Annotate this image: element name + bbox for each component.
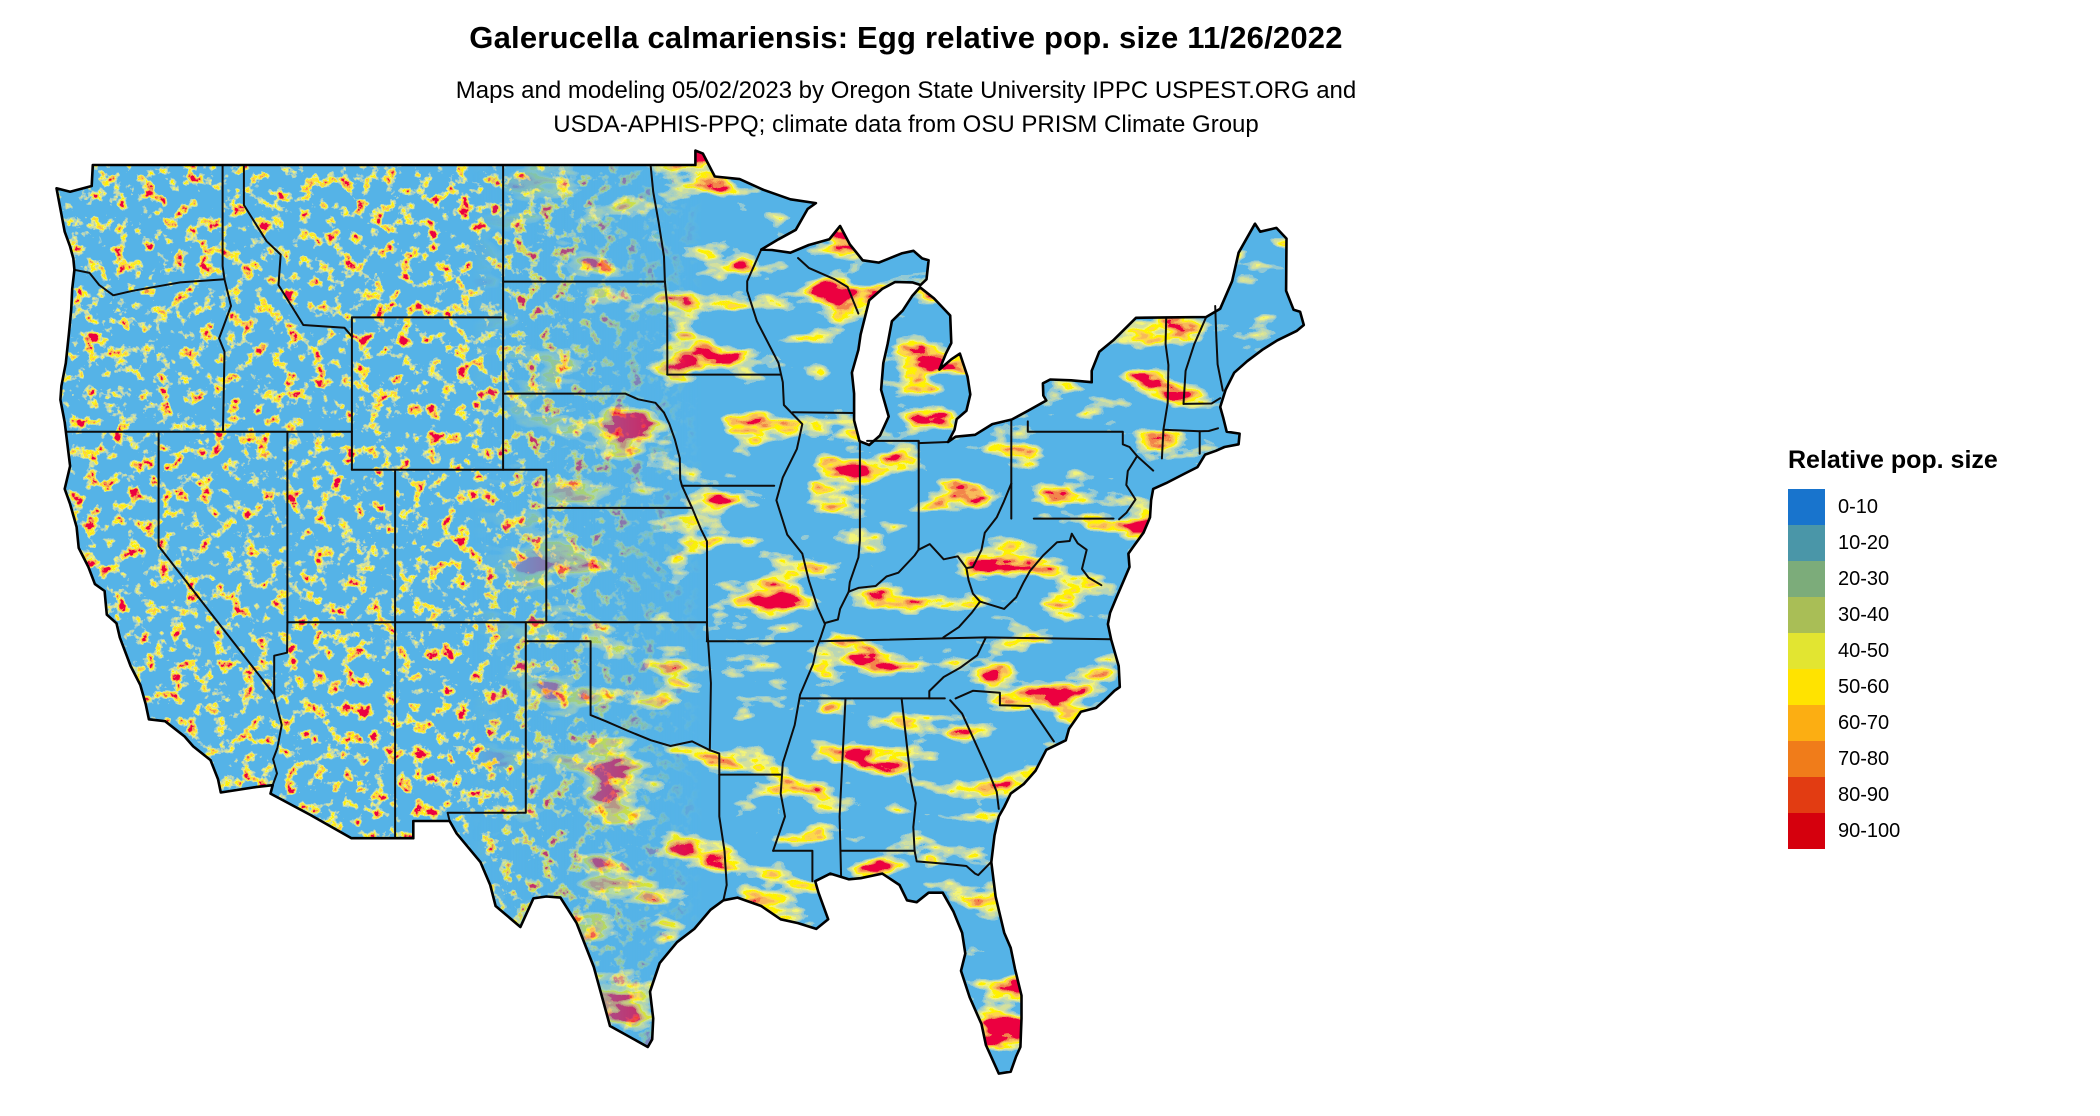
state-border-line: [954, 689, 1055, 743]
page-title: Galerucella calmariensis: Egg relative p…: [469, 20, 1343, 55]
legend-item: 80-90: [1788, 777, 1998, 813]
state-border-line: [1160, 316, 1170, 460]
legend-label: 20-30: [1838, 567, 1890, 590]
state-border-line: [1182, 397, 1222, 405]
legend-item: 70-80: [1788, 741, 1998, 777]
state-border-line: [708, 749, 728, 902]
state-border-line: [502, 392, 665, 414]
legend-item: 30-40: [1788, 597, 1998, 633]
state-border-line: [942, 532, 1073, 639]
state-border-line: [746, 248, 826, 852]
state-border-line: [1162, 427, 1219, 433]
legend-swatch: [1788, 597, 1825, 633]
legend-swatch: [1788, 777, 1825, 813]
state-border-line: [824, 482, 1013, 624]
subtitle-line-1: Maps and modeling 05/02/2023 by Oregon S…: [455, 77, 1357, 104]
state-border-line: [705, 621, 712, 752]
legend-swatch: [1788, 525, 1825, 561]
state-border-line: [900, 697, 917, 852]
legend-item: 40-50: [1788, 633, 1998, 669]
legend-swatch: [1788, 813, 1825, 849]
legend-swatch: [1788, 633, 1825, 669]
state-border-line: [157, 430, 276, 696]
state-border-line: [1182, 316, 1208, 405]
legend-item: 0-10: [1788, 489, 1998, 525]
legend-label: 80-90: [1838, 783, 1890, 806]
state-border-line: [928, 636, 987, 700]
legend-label: 70-80: [1838, 747, 1890, 770]
header: Galerucella calmariensis: Egg relative p…: [0, 20, 1812, 142]
state-border-line: [1070, 532, 1103, 587]
legend-swatch: [1788, 489, 1825, 525]
us-map: [42, 146, 1312, 1106]
state-border-line: [218, 164, 232, 433]
legend-label: 30-40: [1838, 603, 1890, 626]
legend-label: 90-100: [1838, 819, 1901, 842]
state-border-line: [1026, 420, 1139, 458]
legend-label: 0-10: [1838, 495, 1879, 518]
state-border-line: [1136, 455, 1155, 472]
state-border-line: [772, 849, 814, 883]
state-border-line: [649, 164, 669, 376]
state-border-line: [1118, 455, 1139, 521]
state-border-line: [73, 268, 226, 297]
state-border-line: [446, 621, 527, 822]
state-border-line: [271, 621, 289, 787]
legend-item: 90-100: [1788, 813, 1998, 849]
state-borders: [65, 164, 1224, 902]
state-border-line: [691, 506, 708, 643]
state-border-line: [797, 257, 860, 315]
state-border-line: [838, 697, 847, 878]
legend-item: 60-70: [1788, 705, 1998, 741]
map-raster-east: [56, 150, 1304, 1074]
state-border-line: [949, 699, 1000, 810]
legend-item: 10-20: [1788, 525, 1998, 561]
state-border-line: [791, 411, 856, 414]
legend-swatch: [1788, 561, 1825, 597]
legend-swatch: [1788, 705, 1825, 741]
state-border-line: [866, 439, 950, 445]
legend-label: 50-60: [1838, 675, 1890, 698]
state-border-line: [663, 411, 694, 509]
legend-label: 40-50: [1838, 639, 1890, 662]
legend-swatch: [1788, 669, 1825, 705]
legend-items: 0-10 10-20 20-30 30-40 40-50 50-60 60-70: [1788, 489, 1998, 849]
us-map-svg: [55, 149, 1306, 1075]
legend: Relative pop. size 0-10 10-20 20-30 30-4…: [1788, 446, 1998, 849]
legend-label: 60-70: [1838, 711, 1890, 734]
legend-title: Relative pop. size: [1788, 446, 1998, 474]
state-border-line: [847, 439, 861, 593]
state-border-line: [524, 640, 711, 752]
state-border-line: [1214, 305, 1224, 392]
us-outline: [55, 149, 1306, 1075]
legend-label: 10-20: [1838, 531, 1890, 554]
state-border-line: [965, 567, 981, 603]
legend-item: 50-60: [1788, 669, 1998, 705]
subtitle-line-2: USDA-APHIS-PPQ; climate data from OSU PR…: [553, 111, 1259, 138]
legend-swatch: [1788, 741, 1825, 777]
legend-item: 20-30: [1788, 561, 1998, 597]
state-border-line: [840, 849, 993, 877]
state-border-line: [242, 164, 353, 338]
